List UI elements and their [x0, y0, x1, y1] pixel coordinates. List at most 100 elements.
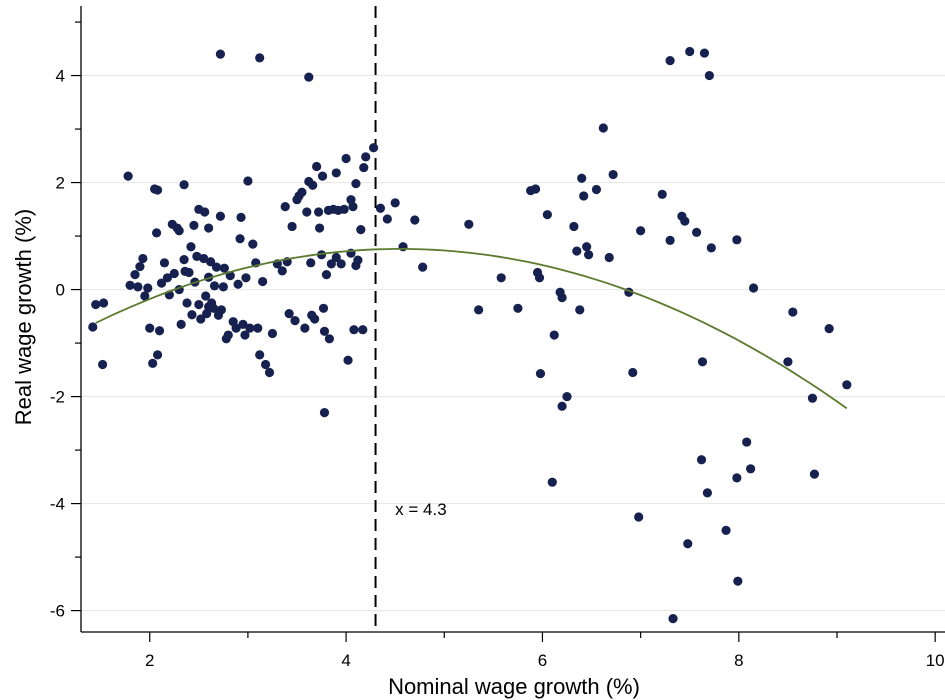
data-point — [314, 223, 325, 233]
y-tick-label: -2 — [50, 388, 65, 407]
data-point — [199, 253, 209, 264]
data-point — [680, 216, 690, 226]
data-point — [668, 614, 678, 624]
x-tick-label: 4 — [341, 651, 350, 670]
data-point — [535, 368, 546, 379]
threshold-annotation: x = 4.3 — [395, 500, 447, 519]
data-point — [174, 226, 184, 236]
data-point — [336, 259, 346, 269]
data-point — [187, 310, 197, 320]
data-point — [319, 326, 330, 336]
data-point — [692, 227, 702, 237]
data-point — [223, 330, 233, 340]
data-point — [699, 48, 710, 58]
y-tick-label: -6 — [50, 602, 65, 621]
data-point — [665, 235, 675, 245]
data-point — [145, 323, 155, 333]
data-point — [152, 185, 163, 195]
data-point — [742, 437, 752, 447]
x-tick-label: 2 — [145, 651, 154, 670]
data-point — [314, 207, 324, 217]
data-point — [152, 228, 162, 238]
data-point — [748, 283, 759, 293]
data-point — [788, 307, 798, 317]
data-point — [277, 266, 287, 276]
data-point — [204, 223, 214, 233]
data-point — [634, 512, 644, 522]
data-point — [557, 401, 567, 411]
data-point — [547, 477, 557, 487]
data-point — [148, 358, 158, 369]
data-point — [807, 393, 818, 403]
data-point — [264, 367, 275, 378]
data-point — [88, 322, 98, 332]
data-point — [343, 355, 353, 365]
data-point — [91, 299, 101, 310]
data-point — [248, 239, 258, 249]
data-point — [218, 282, 228, 292]
data-point — [186, 242, 196, 252]
data-point — [280, 202, 290, 212]
data-point — [267, 328, 278, 339]
data-point — [706, 243, 716, 253]
data-point — [398, 242, 408, 252]
data-point — [306, 258, 316, 268]
data-point — [331, 252, 341, 263]
data-point — [704, 70, 714, 81]
data-point — [628, 367, 638, 378]
data-point — [549, 330, 559, 340]
data-point — [176, 319, 186, 329]
data-point — [240, 330, 250, 340]
fit-curve-group — [95, 248, 848, 410]
data-point — [135, 261, 145, 272]
y-axis-title: Real wage growth (%) — [11, 209, 36, 425]
data-point — [326, 259, 336, 269]
data-point — [390, 198, 400, 208]
data-point — [591, 184, 602, 195]
data-point — [358, 325, 368, 335]
data-point — [346, 195, 356, 205]
data-point — [304, 72, 314, 82]
data-point — [319, 408, 330, 418]
x-tick-label: 8 — [734, 651, 743, 670]
data-point — [300, 323, 310, 333]
data-point — [130, 269, 140, 280]
data-point — [235, 234, 245, 244]
data-point — [349, 325, 359, 335]
data-point — [308, 180, 318, 190]
data-point — [202, 309, 212, 319]
data-point — [211, 262, 222, 272]
data-point — [665, 55, 675, 66]
data-point — [584, 250, 594, 260]
data-point — [209, 281, 220, 291]
data-point — [542, 210, 552, 220]
data-point — [179, 180, 189, 190]
data-point — [201, 291, 211, 301]
data-point — [189, 220, 199, 230]
data-point — [152, 350, 163, 360]
y-tick-label: 4 — [56, 67, 65, 86]
data-point — [231, 323, 241, 333]
data-point — [842, 380, 852, 390]
data-point — [243, 176, 253, 186]
data-point — [341, 153, 351, 164]
data-point — [534, 273, 545, 283]
data-point — [156, 278, 167, 288]
data-point — [140, 291, 150, 301]
data-point — [162, 273, 172, 283]
data-point — [746, 464, 756, 474]
data-point — [598, 123, 608, 133]
data-point — [783, 357, 793, 367]
data-point — [657, 189, 667, 199]
data-points — [88, 46, 852, 624]
data-point — [255, 350, 265, 360]
data-point — [253, 323, 263, 333]
data-point — [572, 246, 582, 256]
data-point — [302, 207, 312, 217]
data-point — [98, 359, 108, 370]
data-point — [410, 215, 420, 225]
data-point — [182, 298, 192, 308]
data-point — [316, 250, 327, 260]
data-point — [356, 225, 366, 235]
